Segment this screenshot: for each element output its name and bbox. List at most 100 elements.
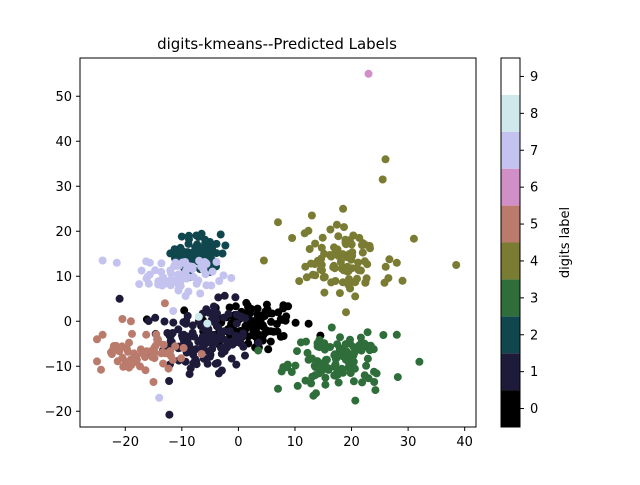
data-point-label-1 [192,345,201,354]
x-tick-label: 40 [456,435,473,450]
data-point-label-0 [281,316,290,325]
data-point-label-5 [142,330,151,339]
data-point-label-3 [371,386,380,395]
data-point-label-3 [415,357,424,366]
data-point-label-7 [207,281,216,290]
data-point-label-3 [363,354,372,363]
data-point-label-2 [221,241,230,250]
data-point-label-4 [361,278,370,287]
data-point-label-3 [363,328,372,337]
data-point-label-1 [210,318,219,327]
y-tick-label: 20 [55,225,72,240]
data-point-label-5 [149,378,158,386]
data-point-label-1 [225,327,234,336]
data-point-label-1 [209,302,218,311]
data-point-label-4 [355,233,364,242]
data-point-label-4 [305,245,314,253]
data-point-label-1 [205,352,214,361]
data-point-label-5 [197,350,206,358]
data-point-label-3 [302,337,310,346]
data-point-label-2 [194,243,203,252]
data-point-label-3 [349,351,358,360]
x-tick-label: 30 [400,435,417,450]
data-point-label-7 [145,258,154,267]
data-point-label-3 [353,343,362,352]
data-point-label-1 [232,319,241,328]
data-point-label-3 [311,371,320,380]
colorbar-tick-label: 0 [530,402,538,417]
colorbar-tick-label: 3 [530,291,538,306]
data-point-label-4 [357,241,366,250]
data-point-label-3 [393,373,402,382]
chart-title: digits-kmeans--Predicted Labels [157,35,397,53]
data-point-label-3 [277,367,286,376]
colorbar-segment-9 [501,58,520,95]
data-point-label-4 [317,243,326,252]
colorbar-segment-2 [501,316,520,354]
data-point-label-4 [329,261,338,270]
data-point-label-5 [154,335,162,344]
data-point-label-1 [214,369,223,378]
data-point-label-3 [332,369,341,378]
data-point-label-7 [182,260,191,269]
data-point-label-7 [174,270,183,279]
data-point-label-7 [166,280,175,288]
data-point-label-4 [339,204,348,213]
data-point-label-7 [137,266,146,275]
data-point-label-3 [372,369,381,378]
data-point-label-7 [154,280,163,289]
data-point-label-7 [219,271,228,280]
data-point-label-7 [184,287,193,296]
data-point-label-5 [118,315,127,323]
colorbar-tick-label: 1 [530,365,538,380]
data-point-label-3 [356,333,365,342]
data-point-label-4 [452,261,461,269]
data-point-label-4 [360,257,369,266]
data-point-label-7 [169,307,178,315]
colorbar-segment-3 [501,279,520,317]
data-point-label-2 [216,230,225,239]
data-point-label-4 [332,220,341,229]
data-point-label-1 [194,337,203,346]
data-point-label-5 [93,357,101,366]
data-point-label-5 [164,364,173,373]
data-point-label-4 [342,240,350,249]
data-point-label-7 [227,274,236,282]
colorbar-tick-label: 2 [530,328,538,343]
data-point-label-3 [303,348,312,357]
data-point-label-5 [98,330,107,339]
data-point-label-5 [119,362,128,371]
axes-layer: −20 −10 0 10 20 30 40 −20 −10 0 10 20 30 40 50 [45,57,477,450]
data-point-label-1 [241,314,250,323]
data-point-label-1 [211,338,220,347]
data-point-label-3 [291,361,300,370]
data-point-label-2 [176,243,185,252]
colorbar-segment-7 [501,131,520,169]
data-point-label-6 [364,69,373,78]
data-point-label-1 [202,305,211,314]
colorbar-frame [500,57,521,428]
data-point-label-2 [177,232,186,241]
colorbar-segment-6 [501,168,520,206]
data-point-label-3 [336,333,344,342]
data-point-label-7 [195,256,204,265]
data-point-label-3 [362,361,371,370]
data-point-label-5 [93,335,101,344]
data-point-label-1 [213,359,222,367]
y-tick-label: −20 [45,405,72,420]
data-point-label-3 [320,359,329,368]
data-point-label-1 [214,293,223,302]
data-point-label-4 [295,277,304,286]
colorbar-segment-8 [501,94,520,132]
data-point-label-4 [316,265,325,274]
data-point-label-3 [307,379,316,388]
data-point-label-5 [171,342,180,351]
data-point-label-4 [274,218,282,227]
data-point-label-4 [398,276,407,285]
data-point-label-1 [209,331,218,340]
data-point-label-1 [238,331,247,340]
data-point-label-4 [345,275,353,284]
data-point-label-4 [311,271,320,280]
data-point-label-1 [144,317,153,325]
